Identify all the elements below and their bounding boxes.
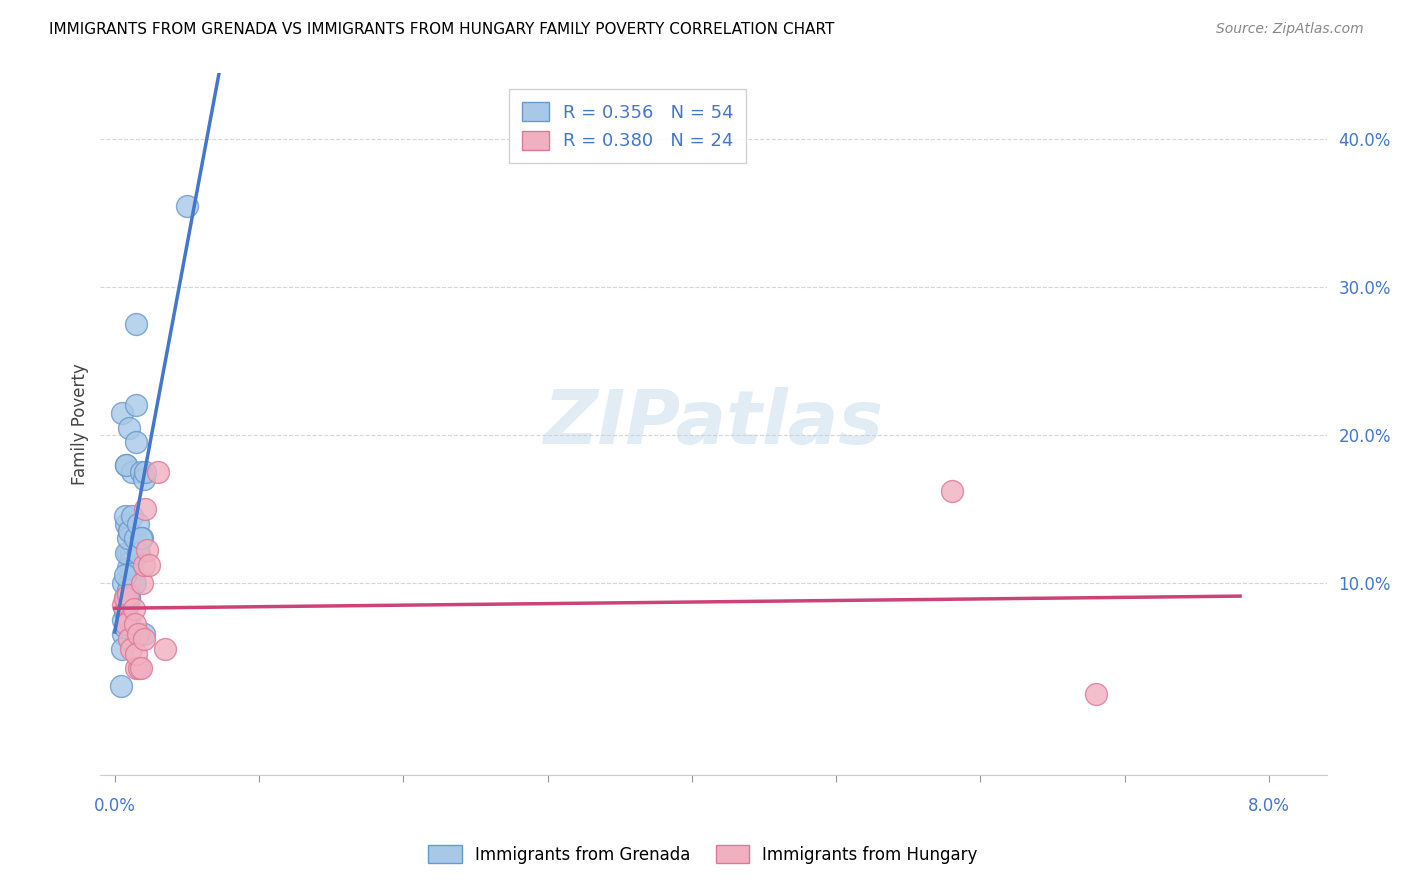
Point (125, 435, 148, 450)
Y-axis label: Family Poverty: Family Poverty (72, 363, 89, 484)
Point (131, 532, 153, 546)
Point (121, 465, 143, 479)
Point (120, 561, 142, 575)
Point (131, 575, 153, 590)
Point (176, 199, 198, 213)
Point (132, 558, 155, 572)
Point (118, 524, 141, 538)
Point (134, 465, 156, 479)
Point (114, 605, 136, 619)
Point (120, 642, 142, 657)
Point (115, 605, 138, 619)
Point (941, 484, 963, 499)
Point (125, 399, 148, 413)
Point (112, 575, 135, 590)
Point (125, 317, 148, 331)
Point (122, 575, 145, 590)
Point (114, 591, 136, 605)
Point (114, 591, 136, 605)
Point (138, 558, 160, 572)
Point (117, 561, 139, 575)
Point (129, 532, 152, 546)
Point (134, 502, 156, 516)
Point (146, 465, 169, 479)
Point (118, 591, 141, 605)
Point (125, 661, 148, 675)
Point (132, 472, 155, 486)
Point (124, 575, 146, 590)
Point (135, 543, 157, 558)
Point (111, 406, 134, 420)
Point (121, 509, 143, 524)
Text: Source: ZipAtlas.com: Source: ZipAtlas.com (1216, 22, 1364, 37)
Point (120, 553, 142, 567)
Point (118, 420, 141, 434)
Text: 0.0%: 0.0% (94, 797, 136, 815)
Legend: Immigrants from Grenada, Immigrants from Hungary: Immigrants from Grenada, Immigrants from… (422, 838, 984, 871)
Text: ZIPatlas: ZIPatlas (544, 387, 883, 460)
Point (112, 627, 135, 641)
Point (118, 575, 141, 590)
Point (111, 642, 134, 657)
Point (115, 598, 138, 612)
Point (115, 458, 138, 472)
Legend: R = 0.356   N = 54, R = 0.380   N = 24: R = 0.356 N = 54, R = 0.380 N = 24 (509, 89, 747, 163)
Point (114, 568, 136, 582)
Point (128, 661, 150, 675)
Point (122, 602, 145, 616)
Point (129, 661, 152, 675)
Point (118, 591, 141, 605)
Point (110, 679, 132, 693)
Point (127, 627, 149, 641)
Point (117, 598, 139, 612)
Point (117, 583, 139, 598)
Point (115, 458, 138, 472)
Point (121, 561, 143, 575)
Point (129, 465, 152, 479)
Point (155, 642, 177, 657)
Point (117, 588, 139, 602)
Point (121, 553, 143, 567)
Point (114, 509, 136, 524)
Point (115, 617, 138, 632)
Point (115, 516, 138, 531)
Point (112, 613, 135, 627)
Point (1084, 687, 1107, 701)
Point (115, 546, 138, 560)
Point (128, 546, 150, 560)
Point (118, 613, 141, 627)
Point (120, 546, 142, 560)
Point (132, 632, 155, 646)
Point (118, 575, 141, 590)
Point (124, 532, 146, 546)
Point (132, 627, 155, 641)
Point (117, 546, 139, 560)
Point (112, 598, 135, 612)
Point (125, 647, 148, 661)
Point (118, 632, 141, 646)
Text: 8.0%: 8.0% (1249, 797, 1289, 815)
Point (118, 524, 141, 538)
Point (127, 516, 149, 531)
Point (124, 617, 146, 632)
Point (115, 591, 138, 605)
Point (114, 620, 136, 634)
Point (122, 539, 145, 553)
Point (127, 546, 149, 560)
Text: IMMIGRANTS FROM GRENADA VS IMMIGRANTS FROM HUNGARY FAMILY POVERTY CORRELATION CH: IMMIGRANTS FROM GRENADA VS IMMIGRANTS FR… (49, 22, 835, 37)
Point (117, 532, 139, 546)
